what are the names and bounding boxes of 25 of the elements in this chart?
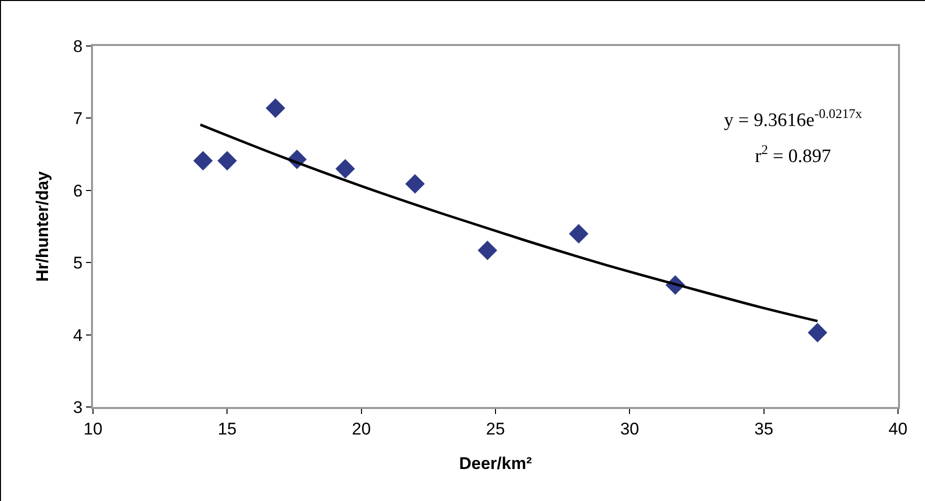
point — [266, 98, 286, 118]
x-tick-label: 35 — [754, 419, 774, 438]
point — [478, 240, 498, 260]
y-tick-label: 5 — [73, 254, 83, 273]
point — [568, 224, 588, 244]
y-tick-label: 6 — [73, 181, 83, 200]
y-axis-title: Hr/hunter/day — [33, 170, 52, 282]
point — [193, 151, 213, 171]
x-tick-label: 25 — [486, 419, 505, 438]
x-axis-title: Deer/km² — [459, 454, 532, 473]
annotation: r$^{2}$ = 0.897 — [755, 142, 831, 167]
y-tick-label: 7 — [73, 109, 83, 128]
point — [217, 151, 237, 171]
y-tick-label: 4 — [73, 326, 83, 345]
x-tick-label: 20 — [352, 419, 371, 438]
y-tick-label: 8 — [73, 36, 83, 56]
x-tick-label: 15 — [218, 419, 237, 438]
point — [335, 158, 355, 178]
point — [808, 322, 828, 342]
y-tick-label: 3 — [73, 398, 83, 417]
x-tick-label: 40 — [888, 419, 908, 438]
point — [405, 174, 425, 194]
x-tick-label: 30 — [620, 419, 640, 438]
annotation: y = 9.3616e$^{-0.0217x}$ — [724, 106, 862, 131]
x-tick-label: 10 — [84, 419, 102, 438]
